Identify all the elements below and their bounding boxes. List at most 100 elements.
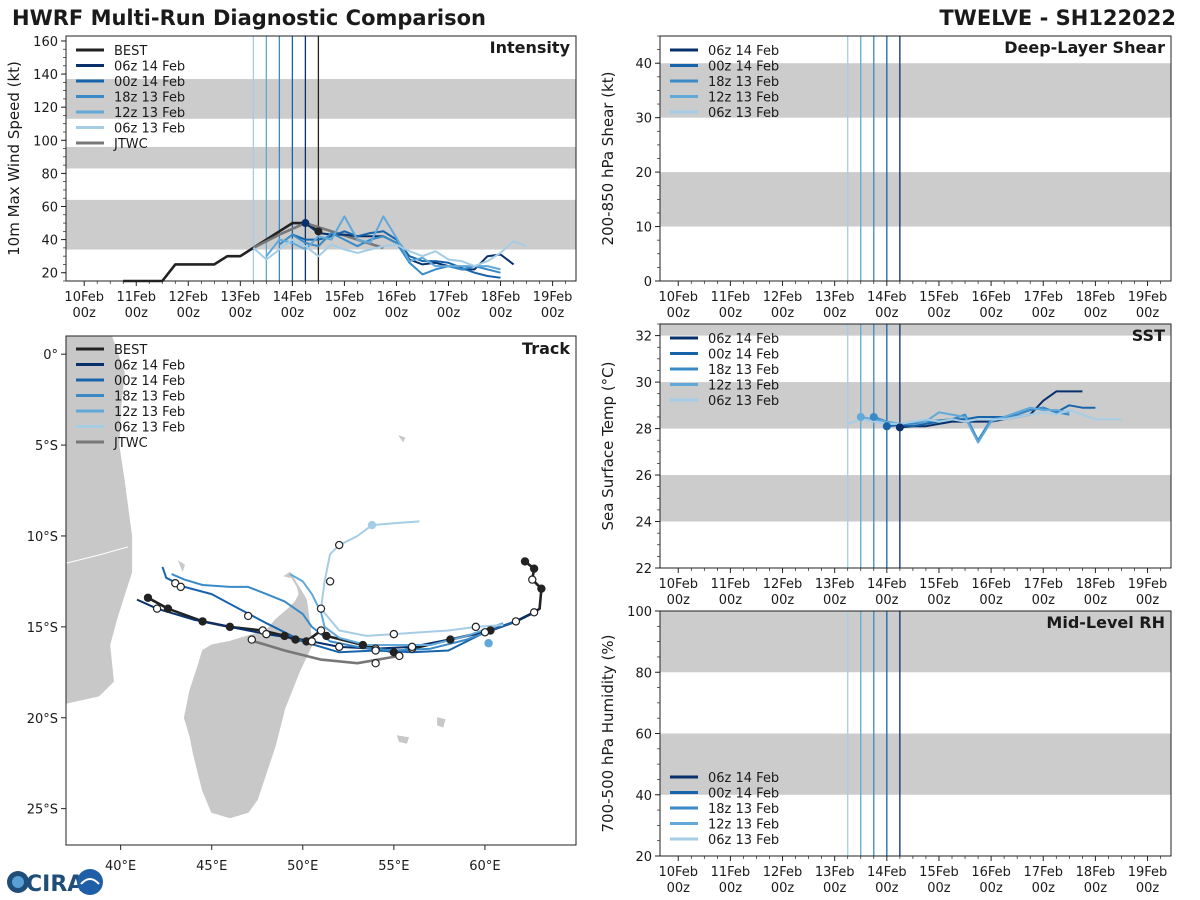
sst-band-2	[660, 324, 1171, 336]
sst-series-06z-13-feb	[847, 409, 1122, 425]
intensity-ytick-label: 40	[41, 234, 58, 249]
shear-ytick-label: 30	[635, 112, 652, 127]
intensity-ytick-label: 100	[33, 134, 58, 149]
track-ytick-label: 5°S	[35, 439, 58, 454]
track-marker-best-0-0	[520, 557, 530, 566]
track-marker-06z-14-feb-2-4	[152, 604, 162, 613]
track-marker-best-0-9	[291, 635, 300, 644]
rh-legend-label-06z-14-feb: 06z 14 Feb	[708, 771, 779, 786]
sst-marker-0	[895, 423, 904, 432]
shear-ytick-label: 10	[635, 221, 652, 236]
rh-title: Mid-Level RH	[1046, 613, 1165, 632]
intensity-marker-0	[301, 219, 310, 228]
track-title: Track	[522, 339, 570, 358]
shear-xtick-day: 16Feb	[971, 290, 1011, 305]
intensity-xtick-hour: 00z	[489, 306, 513, 321]
sst-xtick-hour: 00z	[719, 593, 743, 608]
storm-id: TWELVE - SH122022	[939, 6, 1176, 30]
intensity-ytick-label: 60	[41, 201, 58, 216]
track-legend-label-18z-13-feb: 18z 13 Feb	[114, 390, 185, 405]
intensity-xtick-day: 11Feb	[116, 290, 156, 305]
rh-xtick-hour: 00z	[1032, 881, 1056, 896]
logo-emblem-icon	[77, 869, 103, 895]
intensity-ytick-label: 20	[41, 267, 58, 282]
shear-xtick-hour: 00z	[1136, 306, 1160, 321]
intensity-xtick-day: 15Feb	[325, 290, 365, 305]
sst-legend-label-00z-14-feb: 00z 14 Feb	[708, 348, 779, 363]
track-marker-best-1-7	[176, 582, 185, 592]
logo-globe-inner-icon	[12, 876, 24, 888]
intensity-legend-label-12z-13-feb: 12z 13 Feb	[114, 106, 185, 121]
sst-band-0	[660, 475, 1171, 522]
track-series-jtwc	[247, 638, 400, 665]
intensity-panel: 2040608010012014016010Feb00z11Feb00z12Fe…	[5, 35, 577, 321]
intensity-legend-label-06z-14-feb: 06z 14 Feb	[114, 60, 185, 75]
sst-xtick-day: 11Feb	[711, 577, 751, 592]
sst-panel: 22242628303210Feb00z11Feb00z12Feb00z13Fe…	[599, 323, 1172, 608]
track-marker-06z-13-feb-5-4	[335, 540, 344, 550]
intensity-ytick-label: 140	[33, 68, 58, 83]
track-marker-06z-14-feb-2-2	[335, 642, 344, 652]
intensity-xtick-hour: 00z	[229, 306, 253, 321]
track-ocean	[66, 336, 576, 845]
rh-xtick-hour: 00z	[667, 881, 691, 896]
shear-xtick-day: 13Feb	[815, 290, 855, 305]
track-marker-00z-14-feb-3-1	[371, 646, 380, 655]
sst-xtick-hour: 00z	[667, 593, 691, 608]
shear-ytick-label: 40	[635, 57, 652, 72]
rh-ytick-label: 60	[635, 728, 652, 743]
rh-xtick-day: 16Feb	[971, 865, 1011, 880]
track-legend-label-00z-14-feb: 00z 14 Feb	[114, 374, 185, 389]
track-marker-best-0-12	[198, 617, 207, 626]
track-legend-label-06z-13-feb: 06z 13 Feb	[114, 421, 185, 436]
rh-ytick-label: 100	[627, 605, 652, 620]
rh-xtick-hour: 00z	[979, 881, 1003, 896]
intensity-xtick-hour: 00z	[333, 306, 357, 321]
shear-xtick-hour: 00z	[667, 306, 691, 321]
shear-xtick-hour: 00z	[979, 306, 1003, 321]
track-legend-label-06z-14-feb: 06z 14 Feb	[114, 359, 185, 374]
shear-xtick-hour: 00z	[927, 306, 951, 321]
track-panel: 40°E 45°E 50°E 55°E 60°E 0° 5°S 10°S 15°S 20°S 25°…	[27, 335, 577, 874]
intensity-xtick-hour: 00z	[541, 306, 565, 321]
sst-title: SST	[1132, 326, 1165, 345]
sst-frame	[659, 323, 1172, 569]
rh-xtick-day: 18Feb	[1076, 865, 1116, 880]
sst-marker-3	[856, 412, 865, 421]
shear-legend-label-06z-13-feb: 06z 13 Feb	[708, 106, 779, 121]
intensity-legend-label-18z-13-feb: 18z 13 Feb	[114, 91, 185, 106]
track-xtick-label: 60°E	[469, 859, 500, 874]
rh-xtick-hour: 00z	[823, 881, 847, 896]
sst-ylabel: Sea Surface Temp (°C)	[599, 361, 617, 530]
rh-ytick-label: 20	[635, 850, 652, 865]
intensity-title: Intensity	[490, 38, 571, 57]
track-marker-06z-13-feb-5-3	[325, 577, 335, 586]
shear-xtick-day: 11Feb	[711, 290, 751, 305]
figure-title: HWRF Multi-Run Diagnostic Comparison	[12, 6, 486, 30]
sst-ytick-label: 28	[635, 423, 652, 438]
track-legend-label-jtwc: JTWC	[113, 436, 148, 451]
rh-band-0	[660, 733, 1171, 795]
rh-xtick-day: 15Feb	[919, 865, 959, 880]
intensity-xtick-hour: 00z	[177, 306, 201, 321]
intensity-ylabel: 10m Max Wind Speed (kt)	[5, 61, 23, 256]
track-ytick-label: 20°S	[27, 712, 58, 727]
track-marker-best-0-7	[322, 631, 331, 641]
intensity-legend-label-jtwc: JTWC	[113, 137, 148, 152]
sst-xtick-hour: 00z	[1032, 593, 1056, 608]
border-line	[66, 546, 129, 564]
intensity-xtick-hour: 00z	[437, 306, 461, 321]
intensity-series-18z-13-feb	[278, 232, 501, 276]
track-marker-00z-14-feb-3-2	[307, 637, 317, 646]
track-marker-best-0-4	[446, 635, 455, 644]
shear-panel: 01020304010Feb00z11Feb00z12Feb00z13Feb00…	[599, 35, 1172, 321]
sst-marker-2	[869, 412, 878, 421]
rh-legend-label-06z-13-feb: 06z 13 Feb	[708, 833, 779, 848]
land-mauritius	[437, 717, 446, 728]
shear-xtick-day: 15Feb	[919, 290, 959, 305]
track-marker-best-1-1	[529, 608, 539, 617]
sst-xtick-day: 18Feb	[1076, 577, 1116, 592]
intensity-ytick-label: 80	[41, 167, 58, 182]
track-marker-jtwc-7-1	[371, 659, 380, 668]
shear-legend-label-06z-14-feb: 06z 14 Feb	[708, 44, 779, 59]
